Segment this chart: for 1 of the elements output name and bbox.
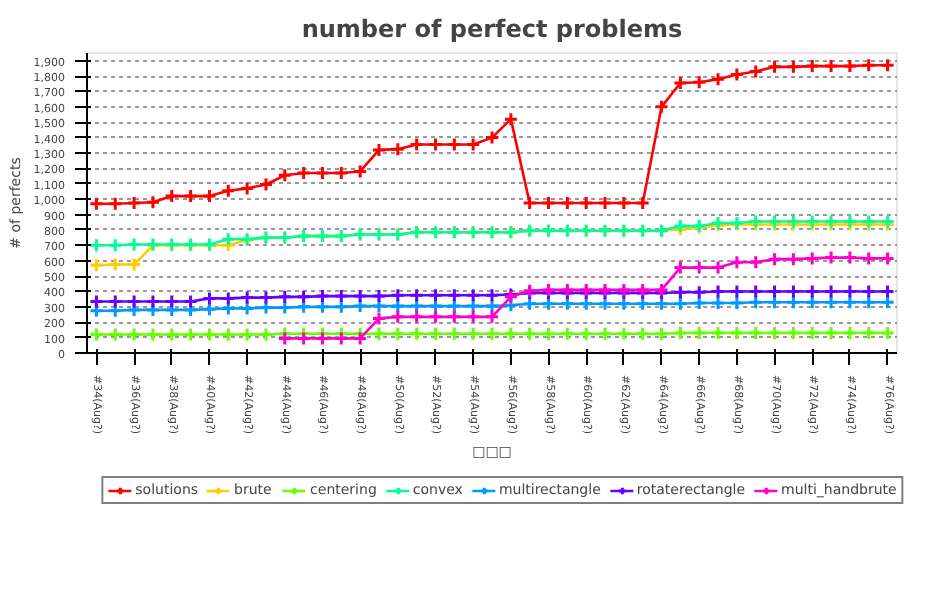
chart-title: number of perfect problems <box>301 15 683 43</box>
